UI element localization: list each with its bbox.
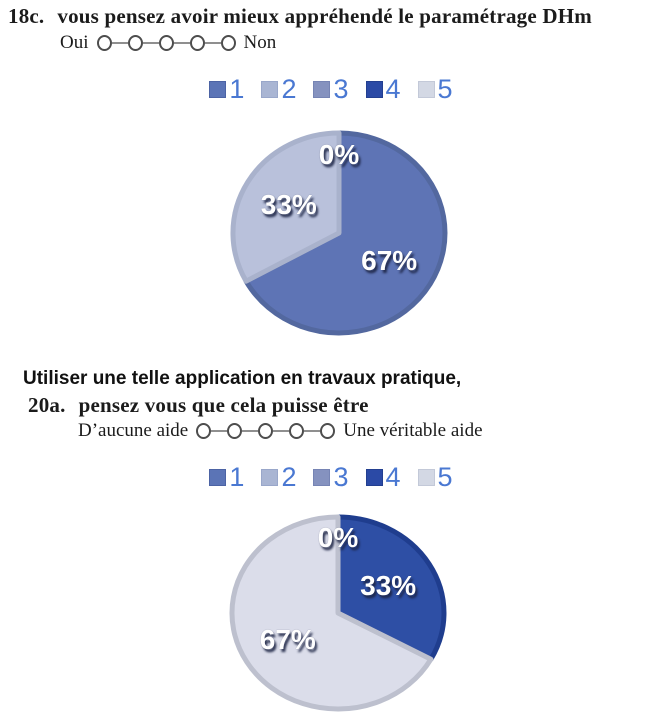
- pie-percentage-label: 67%: [361, 244, 418, 276]
- question-20a-intro: Utiliser une telle application en travau…: [23, 368, 462, 389]
- scale-points: [196, 423, 336, 439]
- question-number: 18c.: [8, 4, 45, 28]
- scale-left-label: Oui: [60, 32, 89, 53]
- scale-connector: [273, 430, 290, 432]
- chart-legend: 1 2 3 4 5: [0, 76, 662, 103]
- legend-swatch: [417, 469, 435, 486]
- legend-swatch: [209, 469, 227, 486]
- legend-item: 1: [209, 464, 244, 491]
- legend-item: 5: [417, 74, 453, 104]
- scale-right-label: Non: [243, 32, 277, 53]
- pie-percentage-label: 33%: [260, 189, 317, 220]
- pie-chart-20a: 0% 33% 67%: [218, 510, 458, 716]
- legend-swatch: [417, 81, 435, 98]
- scale-point: [127, 35, 143, 51]
- question-text: pensez vous que cela puisse être: [78, 393, 369, 417]
- scale-right-label: Une véritable aide: [343, 420, 483, 441]
- scale-connector: [173, 42, 190, 44]
- legend-label: 5: [437, 462, 453, 492]
- scale-connector: [111, 42, 128, 44]
- likert-scale-18c: Oui Non: [60, 32, 276, 54]
- scale-point: [227, 423, 243, 439]
- pie-chart-svg: [230, 130, 448, 336]
- question-text: vous pensez avoir mieux appréhendé le pa…: [57, 4, 592, 28]
- legend-label: 2: [281, 462, 297, 492]
- scale-points: [96, 35, 236, 51]
- pie-slice-5: [229, 514, 434, 712]
- legend-item: 1: [209, 76, 244, 103]
- pie-percentage-label: 33%: [360, 570, 417, 602]
- legend-item: 4: [365, 462, 401, 492]
- legend-item: 3: [313, 462, 349, 492]
- legend-item: 5: [417, 462, 453, 492]
- scale-connector: [211, 430, 228, 432]
- legend-label: 1: [229, 462, 245, 492]
- legend-swatch: [313, 469, 331, 486]
- scale-connector: [204, 42, 221, 44]
- scale-connector: [304, 430, 321, 432]
- scale-point: [96, 35, 112, 51]
- legend-item: 2: [261, 76, 296, 103]
- chart-legend: 1 2 3 4 5: [0, 464, 662, 491]
- scale-left-label: D’aucune aide: [78, 420, 189, 441]
- legend-label: 2: [281, 74, 297, 104]
- pie-percentage-label: 0%: [317, 522, 359, 554]
- pie-percentage-label: 67%: [259, 623, 316, 655]
- legend-swatch: [261, 469, 279, 486]
- legend-swatch: [365, 81, 383, 98]
- scale-point: [158, 35, 174, 51]
- legend-item: 4: [365, 74, 401, 104]
- legend-label: 5: [437, 74, 453, 104]
- scale-point: [289, 423, 305, 439]
- legend-label: 3: [333, 74, 349, 104]
- scale-connector: [142, 42, 159, 44]
- question-number: 20a.: [28, 393, 66, 417]
- question-20a-title: 20a. pensez vous que cela puisse être: [28, 393, 369, 418]
- legend-swatch: [365, 469, 383, 486]
- legend-swatch: [261, 81, 279, 98]
- pie-chart-svg: [229, 514, 447, 712]
- legend-label: 4: [385, 462, 401, 492]
- legend-item: 2: [261, 464, 296, 491]
- pie-slice-1: [243, 130, 448, 336]
- legend-item: 3: [313, 74, 349, 104]
- scale-point: [320, 423, 336, 439]
- scale-connector: [242, 430, 259, 432]
- scale-point: [189, 35, 205, 51]
- scale-point: [196, 423, 212, 439]
- legend-label: 1: [229, 74, 245, 104]
- legend-swatch: [313, 81, 331, 98]
- likert-scale-20a: D’aucune aide Une véritable aide: [78, 420, 483, 442]
- pie-chart-18c: 67% 33% 0%: [219, 120, 459, 346]
- pie-percentage-label: 0%: [318, 139, 360, 170]
- legend-label: 4: [385, 74, 401, 104]
- question-18c-title: 18c. vous pensez avoir mieux appréhendé …: [8, 4, 592, 29]
- scale-point: [220, 35, 236, 51]
- pie-slice-2: [230, 130, 342, 284]
- scale-point: [258, 423, 274, 439]
- legend-label: 3: [333, 462, 349, 492]
- legend-swatch: [209, 81, 227, 98]
